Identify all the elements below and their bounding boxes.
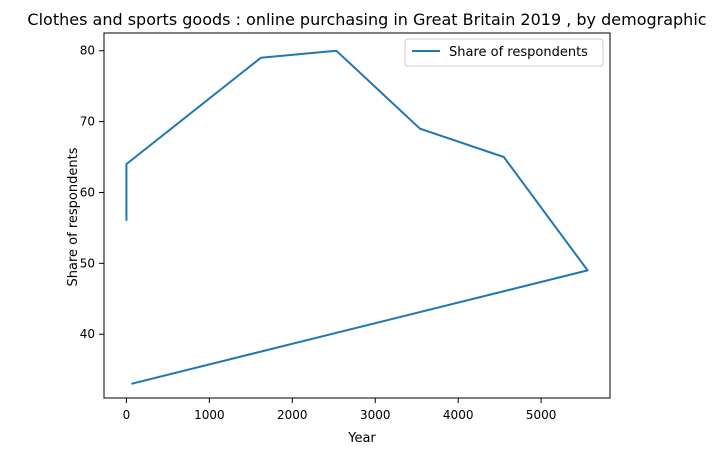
y-tick-label: 70 [80, 115, 95, 129]
y-tick-label: 40 [80, 327, 95, 341]
x-tick-label: 3000 [360, 408, 391, 422]
chart-title: Clothes and sports goods : online purcha… [27, 10, 706, 29]
y-tick-label: 80 [80, 44, 95, 58]
y-axis-ticks: 40 50 60 70 80 [80, 44, 104, 341]
x-tick-label: 5000 [526, 408, 557, 422]
x-tick-label: 4000 [443, 408, 474, 422]
x-tick-label: 0 [123, 408, 131, 422]
plot-area [125, 49, 589, 385]
y-tick-label: 60 [80, 185, 95, 199]
y-tick-label: 50 [80, 256, 95, 270]
x-axis-label: Year [347, 431, 376, 446]
x-tick-label: 1000 [194, 408, 225, 422]
x-tick-label: 2000 [277, 408, 308, 422]
legend-label: Share of respondents [449, 45, 588, 60]
series-line-0 [125, 49, 589, 385]
legend: Share of respondents [404, 38, 604, 67]
x-axis-ticks: 0 1000 2000 3000 4000 5000 [123, 398, 557, 422]
plot-frame [103, 32, 611, 399]
y-axis-label: Share of respondents [66, 147, 81, 286]
legend-box [404, 38, 604, 67]
